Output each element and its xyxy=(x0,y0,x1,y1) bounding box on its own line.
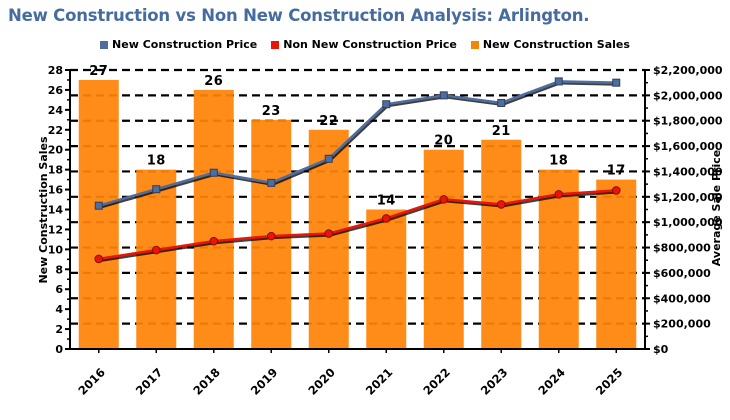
right-axis-tick-label: $600,000 xyxy=(653,267,711,280)
data-point-marker xyxy=(266,231,276,241)
x-tick-label: 2025 xyxy=(593,365,626,398)
data-point-marker xyxy=(209,236,219,246)
left-axis-tick-label: 6 xyxy=(55,283,63,296)
data-point-marker xyxy=(267,178,276,187)
x-tick-label: 2016 xyxy=(75,365,108,398)
bar-value-label: 18 xyxy=(147,154,166,169)
x-tick-label: 2019 xyxy=(248,365,281,398)
bar-2018 xyxy=(193,89,234,349)
right-axis-tick-label: $1,000,000 xyxy=(653,216,723,229)
axis-ticks xyxy=(65,69,650,353)
left-axis-tick-label: 4 xyxy=(55,303,63,316)
left-axis-tick-label: 14 xyxy=(48,204,64,217)
right-axis-tick-label: $2,000,000 xyxy=(653,89,723,102)
left-axis-tick-label: 8 xyxy=(55,263,63,276)
bar-value-label: 22 xyxy=(319,114,338,129)
data-point-marker xyxy=(439,91,448,100)
right-axis-tick-label: $1,200,000 xyxy=(653,191,723,204)
bar-value-label: 20 xyxy=(434,134,453,149)
data-point-marker xyxy=(382,100,391,109)
bar-2021 xyxy=(366,209,407,349)
legend-swatch-blue-icon xyxy=(100,40,109,49)
data-point-marker xyxy=(439,195,449,204)
data-point-marker xyxy=(152,185,161,194)
legend-label: New Construction Price xyxy=(112,38,258,51)
left-axis-tick-label: 0 xyxy=(55,343,63,356)
right-axis-tick-label: $200,000 xyxy=(653,318,711,331)
legend-swatch-orange-icon xyxy=(470,40,479,49)
left-axis-tick-label: 20 xyxy=(48,144,64,157)
legend-item-non-new-construction-price: Non New Construction Price xyxy=(271,38,457,51)
right-axis-tick-label: $1,600,000 xyxy=(653,140,723,153)
bar-value-label: 18 xyxy=(549,154,568,169)
bar-2023 xyxy=(481,139,522,349)
new-construction-price-line xyxy=(98,80,617,207)
data-point-marker xyxy=(151,245,161,255)
right-axis-tick-label: $400,000 xyxy=(653,292,711,305)
left-axis-tick-label: 28 xyxy=(48,64,63,77)
data-point-marker xyxy=(554,77,563,86)
legend-item-new-construction-price: New Construction Price xyxy=(100,38,257,51)
bar-2016 xyxy=(78,79,119,349)
left-axis-tick-label: 12 xyxy=(48,223,63,236)
line-series xyxy=(94,77,621,264)
legend-swatch-red-icon xyxy=(271,40,280,49)
non-new-construction-price-line xyxy=(98,189,617,261)
data-point-marker xyxy=(209,168,218,177)
x-tick-label: 2022 xyxy=(420,365,453,398)
data-point-marker xyxy=(612,78,621,87)
legend-item-new-construction-sales: New Construction Sales xyxy=(470,38,630,51)
x-tick-label: 2018 xyxy=(190,365,223,398)
left-axis-tick-label: 24 xyxy=(48,104,64,117)
data-point-marker xyxy=(324,154,333,163)
bar-value-label: 17 xyxy=(607,164,626,179)
bar-value-label: 14 xyxy=(377,194,396,209)
right-axis-title: Average Sale Price xyxy=(710,150,723,266)
data-point-marker xyxy=(381,214,391,223)
chart-title: New Construction vs Non New Construction… xyxy=(8,6,590,25)
right-axis-tick-label: $1,400,000 xyxy=(653,165,723,178)
left-axis-tick-label: 26 xyxy=(48,84,64,97)
left-axis-title: New Construction Sales xyxy=(37,136,50,284)
bar-value-label: 21 xyxy=(492,124,511,139)
bar-value-label: 26 xyxy=(204,74,223,89)
legend-label: New Construction Sales xyxy=(482,38,630,51)
left-axis-tick-label: 2 xyxy=(55,323,63,336)
x-tick-label: 2023 xyxy=(478,365,511,398)
data-point-marker xyxy=(94,254,104,264)
bar-value-label: 23 xyxy=(262,104,281,119)
data-point-marker xyxy=(554,189,564,199)
x-tick-label: 2017 xyxy=(133,365,166,398)
data-point-marker xyxy=(496,200,506,209)
data-point-marker xyxy=(611,186,621,195)
data-point-marker xyxy=(94,201,103,210)
left-axis-tick-label: 10 xyxy=(48,243,64,256)
chart-legend: New Construction Price Non New Construct… xyxy=(0,38,730,51)
right-axis-tick-label: $800,000 xyxy=(653,242,711,255)
right-axis-tick-label: $0 xyxy=(653,343,669,356)
bar-2025 xyxy=(596,179,637,349)
data-point-marker xyxy=(324,229,334,238)
bar-2022 xyxy=(423,149,464,349)
bar-2017 xyxy=(136,169,177,349)
new-construction-price-line-shadow xyxy=(99,82,618,209)
bar-value-label: 27 xyxy=(89,64,108,79)
right-axis-tick-label: $1,800,000 xyxy=(653,115,723,128)
left-axis-tick-label: 16 xyxy=(48,184,64,197)
x-tick-label: 2021 xyxy=(363,365,396,398)
right-axis-tick-label: $2,200,000 xyxy=(653,64,723,77)
x-tick-label: 2020 xyxy=(305,365,338,398)
x-tick-label: 2024 xyxy=(535,365,568,398)
non-new-construction-price-line-shadow xyxy=(99,191,618,262)
left-axis-tick-label: 22 xyxy=(48,124,63,137)
bar-series: 27 18 26 23 22 14 20 21 18 17 xyxy=(78,64,637,349)
data-point-marker xyxy=(497,98,506,107)
left-axis-tick-label: 18 xyxy=(48,164,63,177)
legend-label: Non New Construction Price xyxy=(283,38,457,51)
